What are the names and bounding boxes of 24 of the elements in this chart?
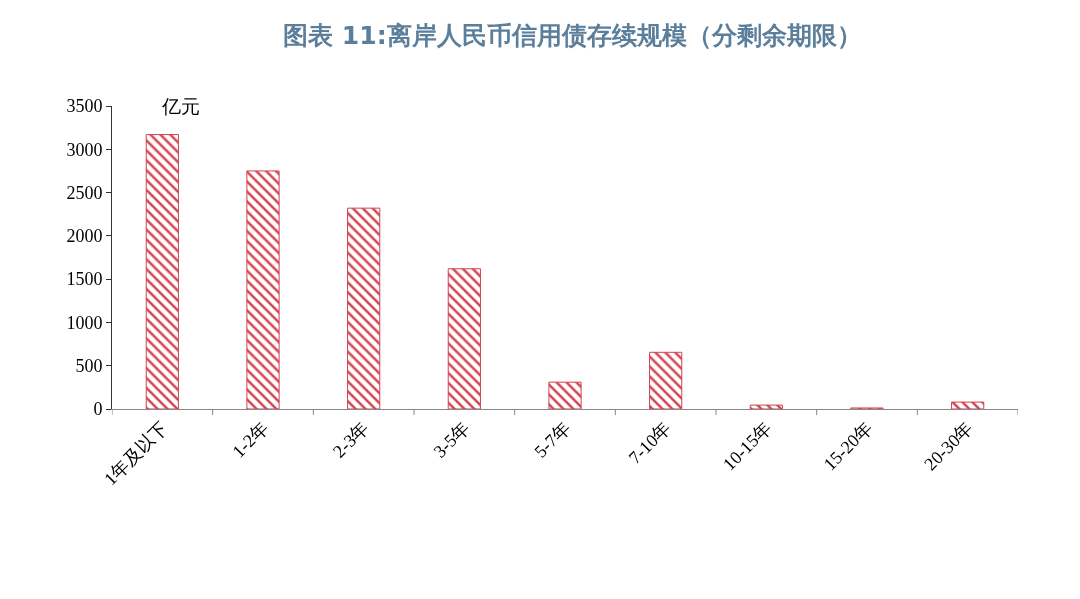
- x-tick-label: 1-2年: [228, 417, 273, 462]
- bar: [649, 351, 683, 409]
- y-tick-label: 500: [75, 356, 103, 377]
- y-tick-label: 0: [93, 399, 103, 420]
- bar: [749, 404, 783, 409]
- y-tick-label: 2000: [66, 226, 103, 247]
- y-axis-title: 亿元: [161, 96, 200, 117]
- x-tick-label: 5-7年: [530, 417, 575, 462]
- bar: [447, 268, 481, 409]
- y-tick-label: 3000: [66, 139, 103, 160]
- bar: [145, 134, 179, 409]
- bar: [951, 401, 985, 409]
- y-tick-label: 3500: [66, 96, 103, 117]
- y-tick-label: 1500: [66, 269, 103, 290]
- bar: [246, 170, 280, 409]
- bar: [548, 381, 582, 409]
- bar: [347, 207, 381, 409]
- x-tick-label: 7-10年: [624, 417, 675, 468]
- y-tick-label: 1000: [66, 312, 103, 333]
- x-tick-label: 3-5年: [429, 417, 474, 462]
- y-tick-label: 2500: [66, 182, 103, 203]
- chart-title: 图表 11:离岸人民币信用债存续规模（分剩余期限）: [283, 21, 862, 51]
- x-tick-label: 2-3年: [329, 417, 373, 462]
- x-tick-label: 1年及以下: [100, 417, 172, 490]
